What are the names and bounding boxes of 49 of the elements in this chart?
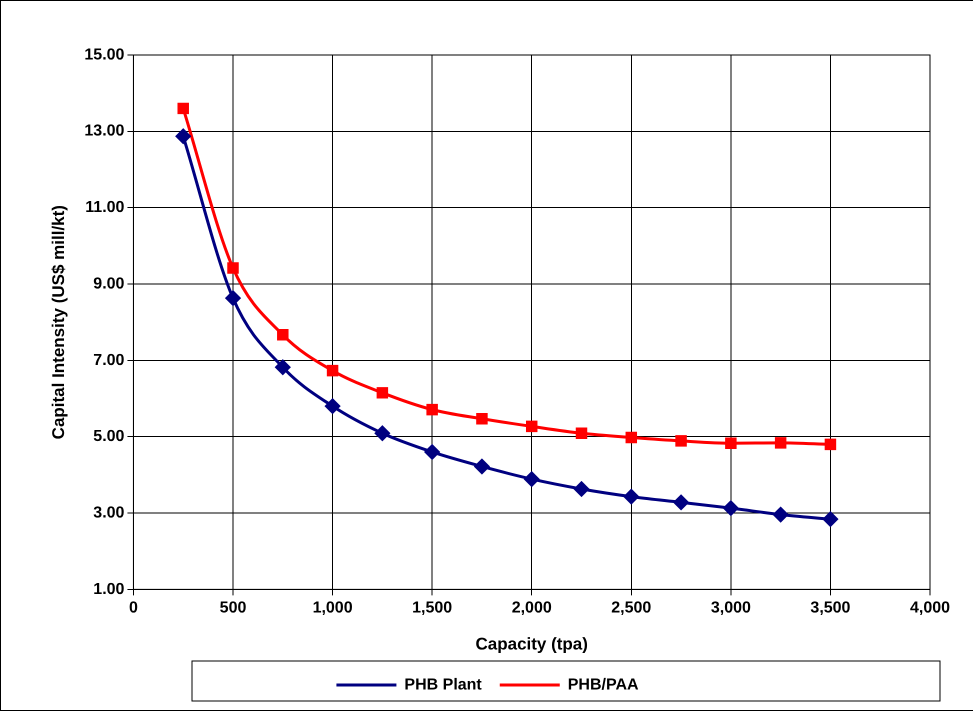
point (674, 494, 689, 510)
point (774, 437, 786, 449)
point (275, 360, 290, 375)
y-tick-label: 5.00 (93, 428, 125, 446)
point (326, 364, 338, 376)
legend-label: PHB Plant (404, 676, 482, 694)
point (773, 507, 788, 522)
point (822, 512, 838, 527)
point (374, 426, 390, 441)
y-axis-title: Capital Intensity (US$ mill/kt) (48, 205, 68, 440)
y-tick-label: 9.00 (93, 275, 125, 292)
x-tick-label: 500 (220, 599, 246, 616)
point (325, 398, 340, 414)
y-tick-label: 15.00 (84, 46, 125, 64)
point (824, 438, 836, 450)
point (624, 489, 639, 504)
point (176, 128, 191, 144)
point (526, 420, 538, 432)
point (725, 437, 737, 449)
y-tick-label: 11.00 (85, 199, 125, 216)
point (524, 472, 540, 487)
point (177, 102, 189, 114)
y-tick-label: 3.00 (93, 504, 125, 522)
point (277, 329, 289, 341)
point (626, 432, 638, 444)
y-tick-label: 13.00 (84, 122, 125, 140)
y-tick-label: 1.00 (93, 580, 125, 598)
point (576, 428, 588, 440)
point (424, 444, 440, 460)
point (376, 387, 388, 399)
x-tick-label: 4,000 (910, 599, 950, 616)
x-axis-title: Capacity (tpa) (476, 634, 588, 654)
x-tick-label: 3,000 (710, 599, 751, 616)
y-tick-label: 7.00 (93, 352, 125, 369)
point (474, 458, 490, 474)
x-tick-label: 2,500 (611, 599, 652, 616)
x-tick-label: 1,000 (312, 599, 353, 616)
point (574, 482, 590, 497)
x-tick-label: 2,000 (512, 599, 552, 616)
point (476, 413, 488, 425)
x-tick-label: 3,500 (810, 599, 851, 616)
point (227, 262, 239, 274)
legend-label: PHB/PAA (568, 676, 640, 694)
x-tick-label: 1,500 (412, 599, 452, 616)
point (675, 435, 687, 447)
point (723, 500, 738, 516)
point (426, 404, 438, 416)
point (226, 290, 241, 306)
x-tick-label: 0 (128, 599, 138, 616)
